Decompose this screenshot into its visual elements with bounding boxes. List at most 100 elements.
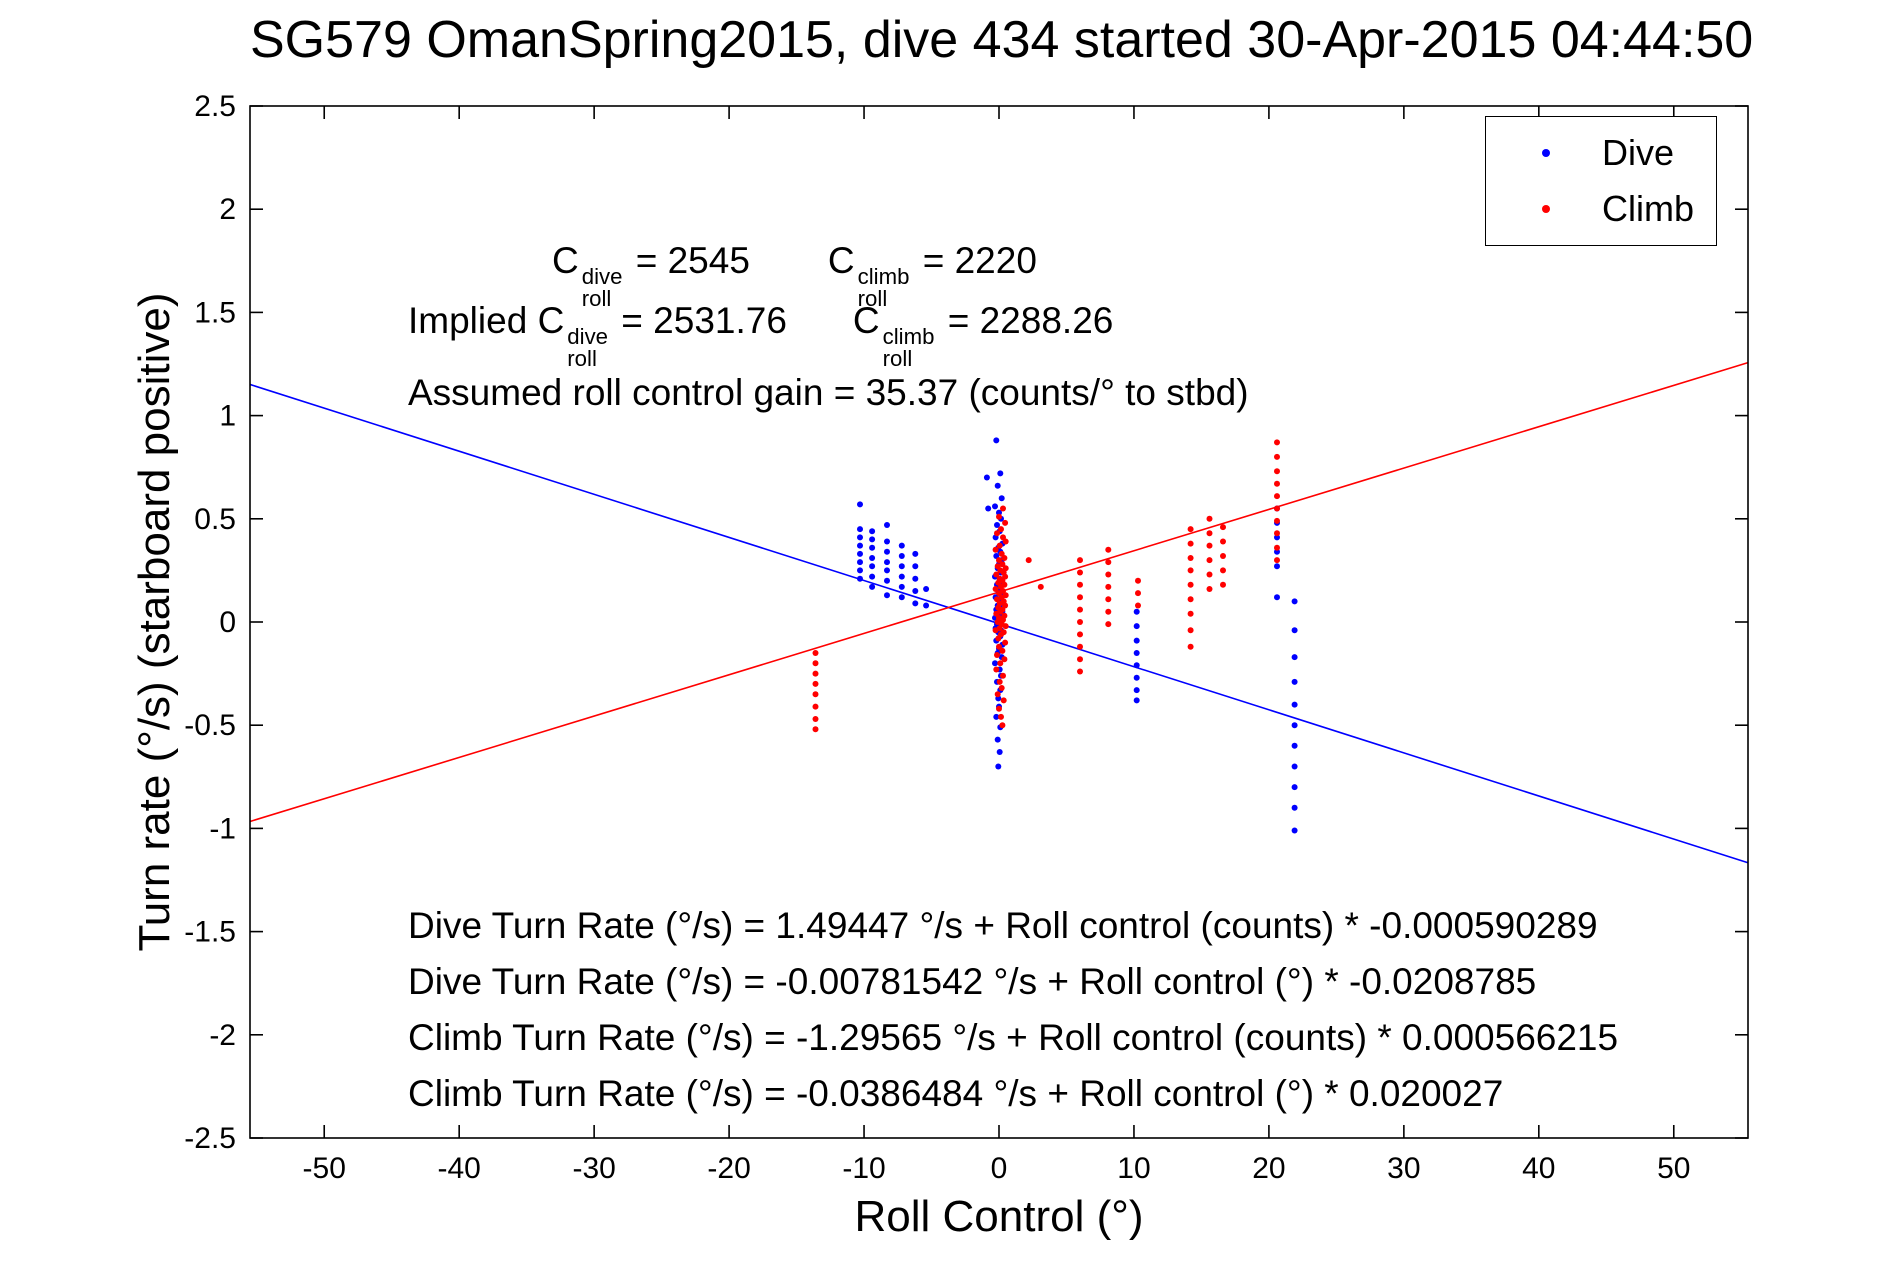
- climb-point: [1187, 596, 1194, 603]
- dive-point: [898, 542, 905, 549]
- dive-point: [912, 588, 919, 594]
- climb-point: [1077, 643, 1083, 650]
- climb-point: [1220, 581, 1226, 588]
- climb-point: [812, 650, 819, 656]
- dive-point: [1291, 763, 1298, 770]
- equation-climb-degrees: Climb Turn Rate (°/s) = -0.0386484 °/s +…: [408, 1073, 1504, 1114]
- climb-point: [994, 530, 1000, 537]
- climb-point: [1274, 453, 1280, 460]
- dive-point: [994, 522, 1000, 528]
- dive-point: [857, 501, 863, 508]
- climb-point: [998, 526, 1004, 533]
- dive-point: [1291, 701, 1298, 708]
- climb-point: [996, 557, 1002, 564]
- climb-point: [998, 685, 1005, 691]
- dive-point: [993, 713, 1000, 720]
- croll-dive-scripts: dive roll: [581, 264, 623, 312]
- dive-point: [869, 573, 876, 580]
- climb-point: [999, 647, 1006, 654]
- dive-point: [869, 536, 876, 543]
- climb-point: [993, 571, 1000, 578]
- dive-marker-icon: [1542, 148, 1550, 157]
- dive-point: [997, 470, 1004, 477]
- dive-point: [912, 563, 919, 570]
- x-axis-label: Roll Control (°): [854, 1192, 1144, 1241]
- climb-point: [994, 652, 1000, 658]
- y-tick-label: -2.5: [184, 1122, 236, 1155]
- dive-point: [992, 660, 998, 667]
- dive-point: [1274, 594, 1280, 601]
- y-tick-label: 1.5: [194, 296, 236, 329]
- dive-point: [995, 763, 1002, 770]
- climb-point: [1105, 621, 1112, 628]
- climb-point: [1135, 590, 1141, 597]
- croll-dive-sup: dive: [581, 264, 623, 290]
- croll-dive-value: = 2545: [625, 240, 750, 281]
- dive-point: [1133, 674, 1140, 681]
- croll-dive-sub: roll: [581, 286, 612, 312]
- dive-point: [996, 749, 1003, 755]
- climb-point: [996, 643, 1002, 650]
- climb-point: [997, 660, 1004, 667]
- climb-point: [1187, 581, 1194, 588]
- climb-point: [999, 561, 1006, 568]
- climb-point: [1274, 557, 1280, 564]
- dive-point: [1291, 627, 1298, 634]
- implied-climb-scripts: climb roll: [882, 324, 935, 370]
- dive-point: [869, 563, 876, 570]
- implied-climb-base: C: [852, 300, 880, 341]
- climb-marker-icon: [1542, 205, 1550, 214]
- dive-point: [1291, 742, 1298, 749]
- climb-point: [992, 627, 999, 634]
- y-tick-labels: -2.5 -2 -1.5 -1 -0.5 0 0.5 1 1.5 2 2.5: [184, 90, 236, 1155]
- legend-label-dive: Dive: [1602, 131, 1675, 173]
- dive-point: [857, 542, 863, 549]
- dive-point: [1133, 697, 1140, 704]
- dive-point: [1291, 654, 1298, 661]
- climb-point: [992, 546, 999, 553]
- implied-climb-sup: climb: [882, 324, 935, 350]
- x-tick-label: -50: [303, 1152, 346, 1185]
- climb-point: [1206, 515, 1213, 522]
- climb-point: [994, 691, 1001, 698]
- implied-dive-scripts: dive roll: [567, 324, 608, 370]
- y-tick-label: 2.5: [194, 90, 236, 123]
- climb-point: [996, 513, 1002, 520]
- dive-point: [869, 528, 876, 535]
- climb-point: [1206, 571, 1213, 578]
- climb-point: [992, 586, 999, 592]
- climb-point: [1206, 542, 1213, 549]
- x-tick-labels: -50 -40 -30 -20 -10 0 10 20 30 40 50: [303, 1152, 1691, 1185]
- croll-climb-base: C: [827, 240, 855, 281]
- equation-dive-degrees: Dive Turn Rate (°/s) = -0.00781542 °/s +…: [408, 961, 1537, 1002]
- climb-point: [1077, 606, 1083, 613]
- climb-point: [1001, 656, 1008, 663]
- climb-point: [1274, 505, 1280, 512]
- climb-point: [1000, 505, 1006, 512]
- dive-point: [1133, 650, 1140, 656]
- climb-point: [1187, 567, 1194, 574]
- dive-point: [884, 538, 890, 545]
- legend-entry-dive: Dive: [1486, 132, 1716, 174]
- x-tick-label: 20: [1252, 1152, 1285, 1185]
- climb-point: [1077, 594, 1083, 601]
- dive-point: [1291, 722, 1298, 729]
- climb-point: [1206, 557, 1213, 564]
- climb-point: [996, 542, 1003, 549]
- climb-point: [996, 705, 1002, 712]
- climb-point: [1274, 544, 1280, 551]
- climb-point: [1105, 596, 1112, 603]
- dive-point: [1133, 623, 1140, 630]
- dive-point: [1291, 598, 1298, 605]
- dive-point: [1291, 784, 1298, 791]
- dive-point: [923, 586, 930, 592]
- dive-point: [857, 559, 863, 566]
- climb-point: [1220, 567, 1226, 574]
- implied-dive-sup: dive: [567, 324, 608, 350]
- dive-point: [912, 550, 919, 557]
- climb-point: [1220, 538, 1226, 545]
- climb-point: [1077, 557, 1083, 564]
